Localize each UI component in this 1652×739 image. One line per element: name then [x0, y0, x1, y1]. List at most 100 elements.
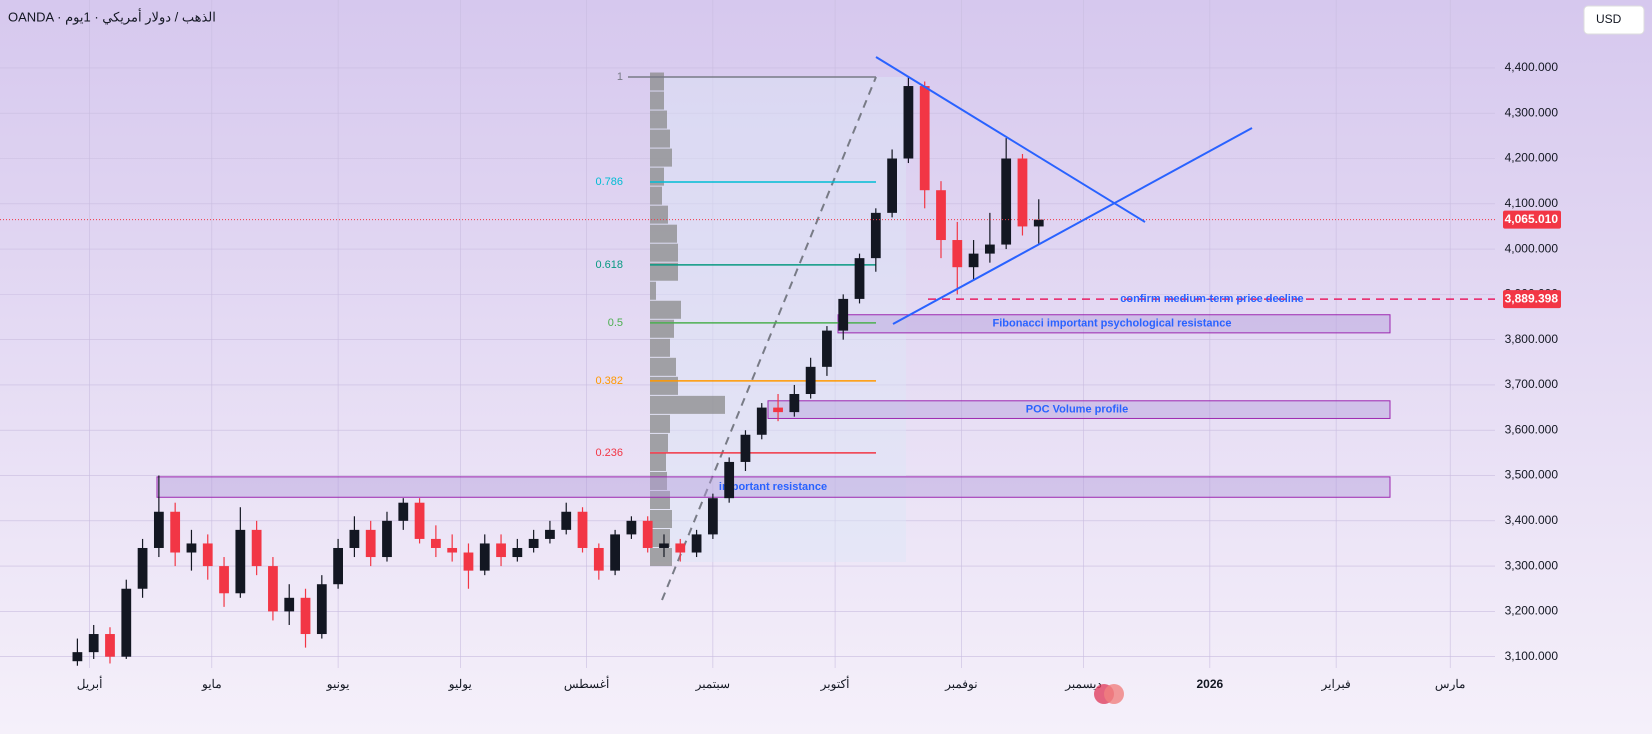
- candle-body: [88, 634, 99, 653]
- volume-bar: [650, 529, 670, 548]
- candle-body: [659, 543, 669, 548]
- candle-body: [349, 529, 360, 548]
- triangle-lower: [892, 127, 1253, 325]
- candle-body: [430, 538, 441, 548]
- candle-body: [72, 652, 83, 662]
- fib-label: 0.5: [608, 317, 623, 329]
- candle-body: [512, 547, 523, 558]
- y-tick-label: 3,800.000: [1505, 332, 1559, 346]
- x-tick-label: مايو: [201, 677, 222, 691]
- signal-text: confirm medium-term price decline: [1120, 293, 1303, 305]
- fib-label: 0.236: [595, 447, 623, 459]
- zone: [767, 400, 1391, 419]
- candle-body: [593, 547, 604, 571]
- candle-body: [284, 597, 295, 612]
- candle-body: [121, 588, 132, 657]
- candle-body: [707, 498, 718, 535]
- y-tick-label: 4,400.000: [1505, 60, 1559, 74]
- candle-body: [496, 543, 506, 558]
- y-tick-label: 3,500.000: [1505, 468, 1559, 482]
- candle-body: [691, 534, 702, 553]
- signal-tag: [1503, 290, 1561, 309]
- x-tick-label: أبريل: [77, 676, 103, 691]
- candle-body: [398, 502, 409, 521]
- y-tick-label: 3,400.000: [1505, 513, 1559, 527]
- candle-body: [610, 534, 620, 571]
- candle-body: [675, 543, 686, 553]
- volume-bar: [650, 91, 664, 110]
- candle-body: [984, 244, 995, 254]
- volume-bar: [650, 548, 672, 567]
- candle-body: [756, 407, 767, 435]
- candle-body: [919, 86, 930, 191]
- zone: [156, 476, 1391, 498]
- currency[interactable]: USD: [1596, 12, 1622, 26]
- chart-title: OANDA · الذهب / دولار أمريكي · 1يوم: [8, 8, 216, 25]
- candle-body: [773, 407, 783, 413]
- candle-body: [887, 158, 897, 213]
- volume-bar: [650, 338, 670, 357]
- y-tick-label: 3,100.000: [1505, 649, 1559, 663]
- volume-bar: [650, 72, 664, 91]
- volume-bar: [650, 186, 662, 205]
- x-tick-label: أكتوبر: [820, 676, 850, 691]
- volume-bar: [650, 262, 678, 281]
- zone-label: important resistance: [719, 481, 827, 493]
- fib-trend: [661, 76, 877, 601]
- x-tick-label: ديسمبر: [1064, 677, 1102, 691]
- candle-body: [251, 529, 262, 567]
- candle-body: [463, 552, 474, 571]
- volume-bar: [650, 110, 667, 129]
- candle-body: [838, 298, 849, 331]
- candle-body: [268, 566, 278, 612]
- candle-body: [186, 543, 197, 553]
- signal-label: 3,889.398: [1505, 291, 1559, 305]
- candle-body: [382, 520, 392, 558]
- candle-body: [903, 86, 914, 159]
- volume-bar: [650, 433, 668, 452]
- x-tick-label: فبراير: [1320, 677, 1350, 691]
- x-tick-label: يوليو: [448, 677, 472, 691]
- x-tick-label: سبتمبر: [695, 677, 730, 691]
- last-price-tag: [1503, 210, 1561, 229]
- y-tick-label: 4,100.000: [1505, 196, 1559, 210]
- candle-body: [822, 330, 832, 367]
- candle-body: [740, 434, 751, 462]
- y-tick-label: 3,700.000: [1505, 377, 1559, 391]
- y-tick-label: 4,300.000: [1505, 105, 1559, 119]
- candle-body: [300, 597, 311, 635]
- volume-bar: [650, 414, 670, 433]
- candle-body: [414, 502, 425, 539]
- x-tick-label: نوفمبر: [944, 677, 977, 691]
- candle-body: [202, 543, 213, 567]
- volume-bar: [650, 490, 670, 509]
- volume-bar: [650, 167, 664, 186]
- x-tick-label: 2026: [1196, 677, 1223, 691]
- y-tick-label: 3,600.000: [1505, 422, 1559, 436]
- fib-label: 0.618: [595, 259, 623, 271]
- x-tick-label: أغسطس: [564, 676, 609, 691]
- zone: [837, 314, 1391, 334]
- currency-button[interactable]: [1583, 5, 1645, 35]
- candle-body: [789, 394, 800, 413]
- volume-bar: [650, 395, 725, 414]
- candle-body: [870, 212, 881, 259]
- candle-body: [642, 520, 653, 548]
- x-tick-label: يونيو: [326, 677, 350, 691]
- volume-bar: [650, 300, 681, 319]
- candle-body: [235, 529, 246, 594]
- volume-bar: [650, 205, 668, 224]
- volume-bar: [650, 129, 670, 148]
- zone-label: POC Volume profile: [1026, 404, 1128, 416]
- volume-bar: [650, 224, 677, 243]
- y-tick-label: 3,300.000: [1505, 558, 1559, 572]
- logo: [1104, 684, 1124, 704]
- volume-bar: [650, 357, 676, 376]
- fib-label: 1: [617, 71, 623, 83]
- candle-body: [479, 543, 490, 571]
- volume-bar: [650, 243, 678, 262]
- candle-body: [1001, 158, 1012, 245]
- volume-bar: [650, 452, 666, 471]
- volume-bar: [650, 319, 674, 338]
